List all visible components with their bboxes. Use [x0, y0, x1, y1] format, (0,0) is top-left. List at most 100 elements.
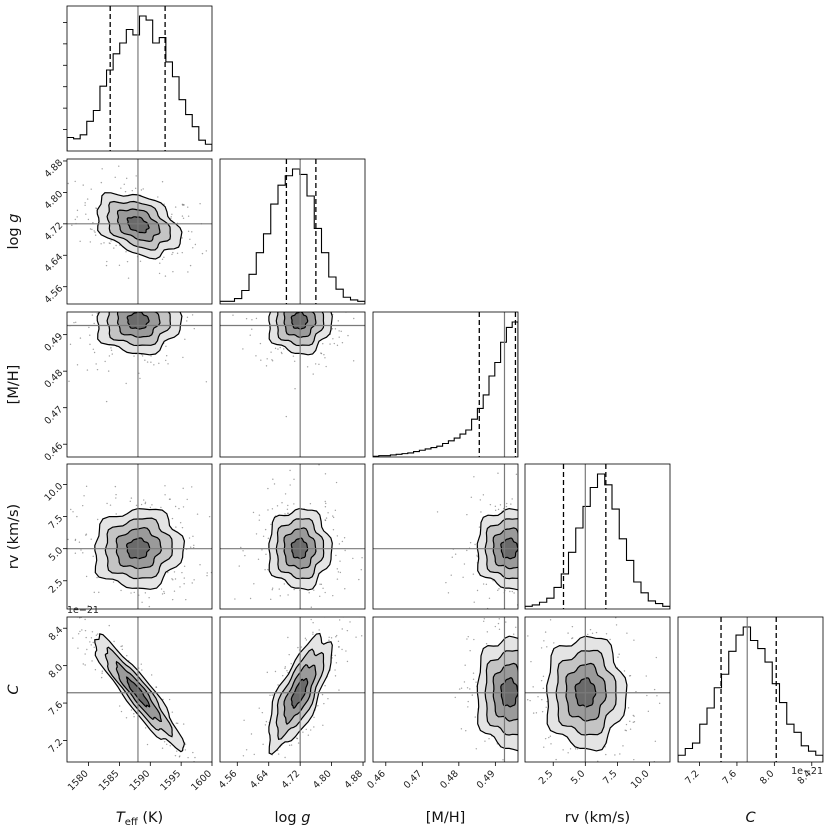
scatter-point	[627, 707, 630, 709]
histogram-4	[678, 626, 823, 762]
scatter-point	[76, 515, 78, 518]
scatter-point	[324, 473, 327, 475]
scatter-point	[271, 694, 273, 696]
scatter-point	[285, 415, 288, 418]
scatter-point	[274, 347, 277, 350]
scatter-point	[325, 502, 327, 505]
scatter-point	[542, 687, 545, 690]
scatter-point	[86, 198, 89, 200]
scatter-point	[283, 348, 285, 350]
scatter-point	[520, 671, 521, 672]
scatter-point	[90, 538, 92, 540]
scatter-point	[188, 537, 191, 539]
scatter-point	[187, 215, 190, 217]
scatter-point	[303, 612, 304, 613]
scatter-point	[623, 670, 626, 672]
scatter-point	[486, 631, 489, 633]
scatter-point	[171, 517, 174, 520]
scatter-point	[549, 735, 552, 737]
scatter-point	[284, 756, 286, 759]
scatter-point	[93, 230, 95, 232]
contour-line-0	[96, 192, 183, 260]
scatter-point	[195, 770, 196, 771]
scatter-point	[296, 307, 297, 308]
scatter-point	[72, 637, 74, 639]
scatter-point	[114, 176, 116, 179]
panel-1-1-frame	[219, 158, 366, 305]
scatter-point	[168, 698, 171, 701]
xtick-label-0: 1585	[97, 768, 122, 793]
scatter-point	[336, 535, 339, 537]
scatter-point	[86, 648, 88, 651]
scatter-point	[338, 543, 341, 545]
scatter-point	[108, 355, 111, 357]
scatter-point	[159, 262, 161, 264]
scatter-point	[497, 622, 500, 625]
scatter-point	[522, 699, 523, 700]
scatter-point	[334, 308, 335, 309]
xtick-label-1: 4.88	[342, 768, 365, 791]
scatter-point	[95, 634, 98, 636]
y-axis-label-1: log g	[6, 214, 22, 250]
scatter-point	[584, 614, 585, 615]
contour-line-3	[126, 312, 150, 330]
scatter-point	[515, 473, 518, 476]
scatter-point	[76, 216, 78, 218]
scatter-point	[511, 498, 513, 500]
scatter-point	[545, 706, 547, 708]
scatter-point	[337, 640, 340, 643]
panel-3-3-bg	[525, 464, 670, 609]
scatter-point	[110, 307, 111, 308]
scatter-point	[521, 712, 522, 713]
scatter-point	[111, 353, 113, 355]
scatter-point	[107, 310, 108, 311]
scatter-point	[619, 753, 621, 755]
scatter-point	[172, 251, 174, 254]
scatter-point	[90, 644, 92, 646]
scatter-point	[171, 598, 174, 601]
scatter-point	[314, 363, 317, 365]
scatter-point	[133, 591, 135, 594]
scatter-point	[271, 587, 274, 589]
scatter-point	[287, 594, 289, 596]
scatter-point	[77, 633, 80, 635]
scatter-point	[267, 568, 269, 571]
scatter-point	[170, 216, 172, 218]
contour-line-2	[115, 660, 163, 723]
scatter-point	[519, 614, 520, 615]
scatter-point	[144, 592, 147, 594]
scatter-point	[253, 753, 255, 756]
panel-2-2-frame	[372, 311, 519, 458]
scatter-point	[335, 662, 338, 664]
scatter-point	[306, 366, 309, 368]
scatter-point	[135, 504, 138, 507]
scatter-point	[82, 663, 84, 665]
scatter-point	[107, 370, 110, 372]
scatter-point	[130, 497, 133, 499]
scatter-point	[335, 634, 338, 637]
scatter-point	[569, 748, 572, 750]
scatter-point	[519, 748, 520, 749]
scatter-point	[172, 271, 174, 273]
scatter-point	[148, 605, 151, 608]
scatter-point	[529, 699, 531, 702]
scatter-point	[293, 478, 295, 481]
scatter-point	[92, 641, 94, 644]
scatter-point	[165, 345, 167, 347]
scatter-point	[322, 343, 324, 345]
scatter-point	[510, 503, 512, 505]
x-offset-label: 1e−21	[791, 766, 823, 777]
scatter-point	[465, 730, 467, 732]
scatter-point	[91, 314, 94, 316]
scatter-point	[301, 308, 302, 309]
scatter-point	[84, 618, 86, 621]
scatter-point	[138, 308, 139, 309]
scatter-point	[191, 486, 193, 488]
scatter-point	[199, 203, 201, 205]
scatter-point	[278, 588, 280, 590]
scatter-point	[115, 513, 117, 515]
scatter-point	[520, 565, 521, 566]
xtick-label-3: 7.5	[601, 768, 619, 786]
scatter-point	[167, 571, 169, 574]
scatter-point	[511, 590, 513, 593]
